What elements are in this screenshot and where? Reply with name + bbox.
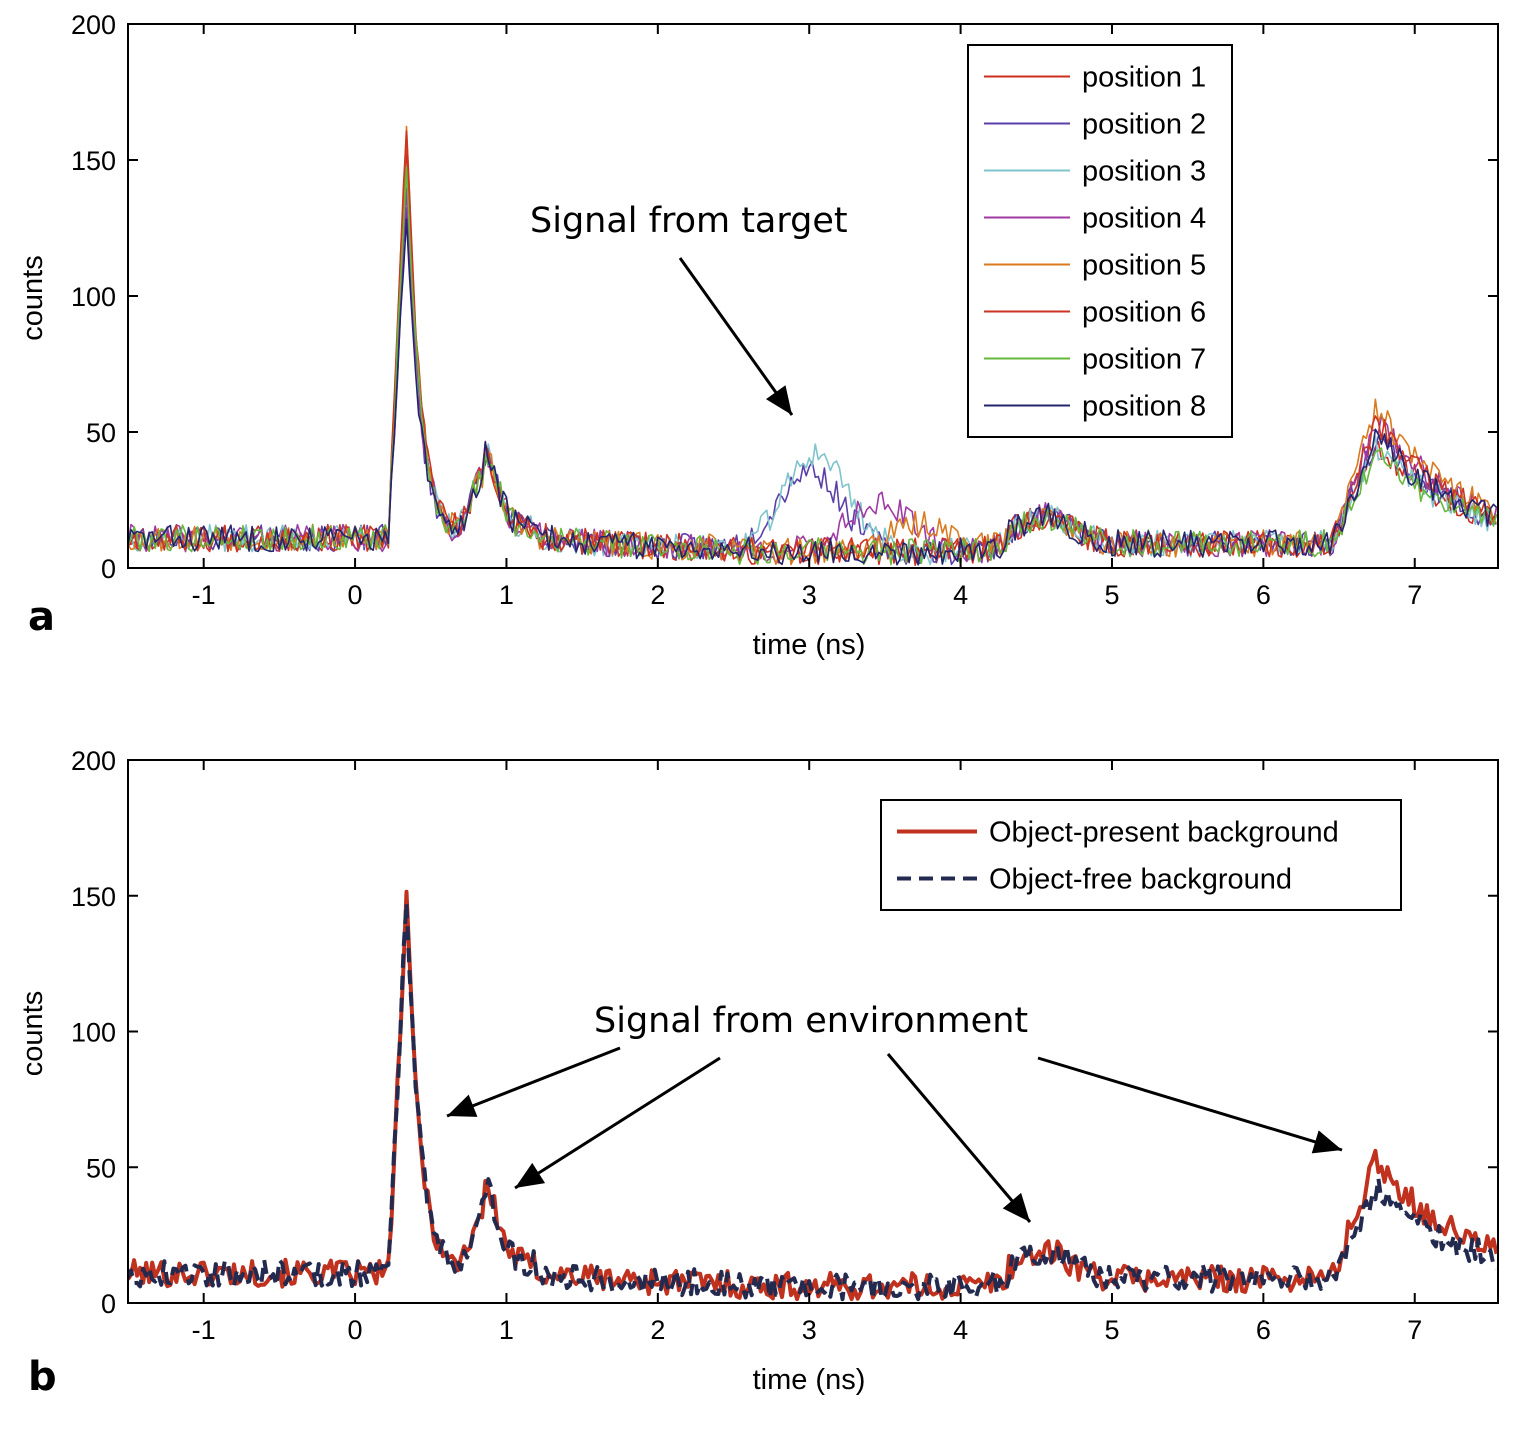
- annotation-arrow: [678, 257, 794, 416]
- legend-entry: Object-present background: [989, 817, 1339, 849]
- series-line-2: [128, 901, 1498, 1302]
- legend-entry: position 8: [1082, 391, 1206, 423]
- series-line-4: [128, 187, 1498, 564]
- x-tick-label: 3: [802, 580, 817, 610]
- x-tick-label: 2: [650, 580, 665, 610]
- x-tick-label: 4: [953, 580, 968, 610]
- x-tick-label: 6: [1256, 580, 1271, 610]
- panel-letter: b: [28, 1354, 57, 1400]
- legend-entry: position 1: [1082, 62, 1206, 94]
- annotation-arrowhead: [1311, 1130, 1342, 1154]
- annotation-text: Signal from environment: [594, 1001, 1028, 1041]
- x-tick-label: 3: [802, 1315, 817, 1345]
- annotation-arrow: [446, 1046, 621, 1118]
- x-tick-label: -1: [192, 1315, 216, 1345]
- y-tick-label: 100: [71, 282, 116, 312]
- series-line-7: [128, 166, 1498, 566]
- legend-box: [967, 44, 1233, 438]
- y-axis-label: counts: [17, 255, 49, 340]
- panel-b: -1 0 1 2 3 4 5 6 7 0 50 100 150 200 time (ns) counts b Ob…: [17, 746, 1499, 1400]
- series-group: [128, 125, 1498, 566]
- series-group: [128, 889, 1498, 1302]
- x-tick-label: 6: [1256, 1315, 1271, 1345]
- x-tick-label: 0: [348, 1315, 363, 1345]
- annotation-text: Signal from target: [530, 201, 848, 241]
- annotation-arrow: [886, 1053, 1032, 1223]
- legend: position 1 position 2 position 3 position 4…: [967, 44, 1233, 438]
- x-tick-label: 5: [1104, 1315, 1119, 1345]
- x-axis-label: time (ns): [753, 1364, 866, 1396]
- x-tick-label: 7: [1407, 580, 1422, 610]
- y-tick-label: 50: [86, 418, 116, 448]
- y-tick-label: 150: [71, 882, 116, 912]
- legend-box: [880, 799, 1402, 911]
- y-tick-label: 0: [101, 554, 116, 584]
- legend-entry: position 2: [1082, 109, 1206, 141]
- series-line-6: [128, 130, 1497, 566]
- y-axis-label: counts: [17, 991, 49, 1076]
- legend-entry: Object-free background: [989, 864, 1292, 896]
- legend-entry: position 4: [1082, 203, 1206, 235]
- x-tick-label: 1: [499, 1315, 514, 1345]
- panel-a: -1 0 1 2 3 4 5 6 7 0 50 100 150 200 time (ns) counts a po…: [17, 10, 1499, 661]
- x-tick-label: 0: [348, 580, 363, 610]
- y-tick-label: 200: [71, 10, 116, 40]
- series-line-2: [128, 207, 1497, 566]
- y-tick-label: 0: [101, 1289, 116, 1319]
- series-line-1: [128, 889, 1498, 1302]
- annotation-arrowhead: [515, 1162, 546, 1188]
- y-tick-label: 100: [71, 1018, 116, 1048]
- x-tick-label: 1: [499, 580, 514, 610]
- series-line-5: [128, 125, 1497, 566]
- x-tick-label: 2: [650, 1315, 665, 1345]
- legend: Object-present background Object-free bac…: [880, 799, 1402, 911]
- legend-entry: position 6: [1082, 297, 1206, 329]
- y-tick-label: 50: [86, 1153, 116, 1183]
- x-axis-label: time (ns): [753, 629, 866, 661]
- annotation-arrow: [1037, 1056, 1343, 1152]
- annotation-arrow: [514, 1056, 721, 1190]
- x-tick-label: 7: [1407, 1315, 1422, 1345]
- x-tick-label: -1: [192, 580, 216, 610]
- annotation-arrowhead: [447, 1094, 478, 1117]
- panel-letter: a: [28, 594, 55, 640]
- legend-entry: position 3: [1082, 156, 1206, 188]
- annotation-arrowhead: [765, 385, 792, 415]
- plot-frame: [127, 23, 1499, 569]
- x-tick-label: 4: [953, 1315, 968, 1345]
- x-tick-label: 5: [1104, 580, 1119, 610]
- y-tick-label: 200: [71, 746, 116, 776]
- legend-entry: position 7: [1082, 344, 1206, 376]
- annotation-arrowhead: [1002, 1192, 1030, 1222]
- y-tick-label: 150: [71, 146, 116, 176]
- legend-entry: position 5: [1082, 250, 1206, 282]
- series-line-8: [128, 218, 1498, 566]
